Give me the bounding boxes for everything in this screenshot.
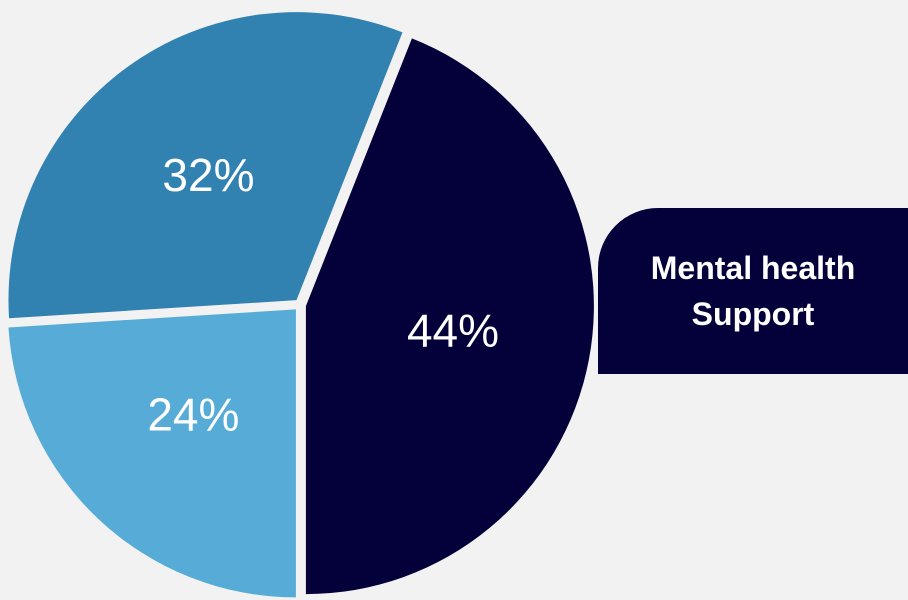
annotation: Mental health Support	[650, 249, 856, 332]
pie-slice	[305, 38, 594, 595]
pie-slice	[8, 12, 403, 319]
pie-slice	[8, 309, 296, 598]
slice-label: 24%	[147, 389, 239, 441]
annotation-box: Mental health Support	[598, 208, 908, 374]
slice-label: 32%	[162, 149, 254, 201]
slice-label: 44%	[407, 304, 499, 356]
pie-chart: 44% 24% 32%	[8, 12, 594, 598]
